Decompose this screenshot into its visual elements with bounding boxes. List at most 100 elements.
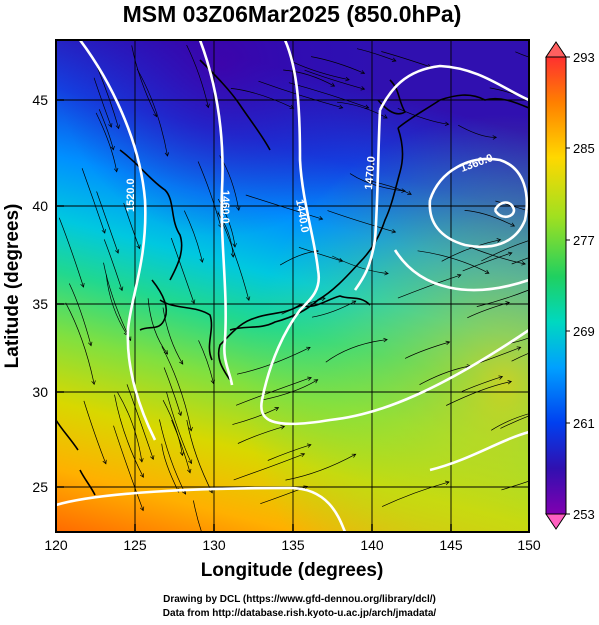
streamline-arrow [576,461,580,464]
streamline-arrow [345,76,350,82]
streamline-arrow [289,104,295,109]
streamline [461,376,503,392]
streamline-arrow [391,57,397,62]
streamline [267,444,312,461]
streamline-arrow [164,152,170,157]
streamline-arrow [300,452,306,458]
y-tick-labels: 25 30 35 40 45 [32,92,48,495]
y-tick-label: 40 [32,198,48,214]
streamline-arrow [139,458,144,463]
streamline [237,426,285,444]
streamline [81,168,106,234]
contour-label-1470: 1470.0 [363,156,378,191]
streamline [117,392,143,462]
streamline-arrow [182,490,187,495]
y-tick-label: 25 [32,479,48,495]
y-tick-label: 35 [32,296,48,312]
y-tick-label: 45 [32,92,48,108]
height-contours [56,40,529,532]
streamline-arrow [306,346,311,351]
streamline [161,346,192,431]
streamline-arrow [444,121,450,127]
streamline [298,246,343,262]
streamline-arrow [484,269,490,274]
streamline-arrow [330,82,336,87]
streamline-arrow [516,346,522,351]
streamline-arrow [496,238,502,243]
plot-area: 1520.0 1460.0 1440.0 1470.0 1360.0 [56,40,583,532]
streamline-arrow [445,480,450,485]
streamline-arrow [338,104,344,110]
streamline [163,367,182,416]
streamline [170,237,195,304]
streamline-arrow [456,273,462,279]
streamline [458,124,497,138]
streamline-arrow [232,243,237,248]
colorbar-tick: 293 [573,50,595,65]
streamline [500,415,529,429]
streamline-arrow [383,114,388,119]
streamline [327,210,396,233]
x-tick-label: 130 [202,537,226,553]
streamline-arrow [407,190,412,195]
coastlines [56,59,529,496]
streamline-arrow [118,286,124,292]
contour-1360 [428,157,529,249]
x-tick-label: 135 [281,537,305,553]
streamline [103,239,123,291]
streamline-arrow [492,135,498,140]
streamline-arrow [318,216,324,221]
streamline-arrow [280,425,286,430]
contour-south [56,430,529,532]
streamline-arrow [360,70,366,75]
streamline [491,413,529,431]
streamline [235,377,312,406]
streamline [356,48,397,62]
streamline-arrow [91,380,96,386]
streamline-arrow [179,451,185,457]
streamline [197,161,222,228]
streamline [311,56,365,74]
streamline [464,210,515,227]
streamline [233,453,305,481]
streamline [230,88,294,109]
streamline-arrow [579,397,583,401]
streamline [162,400,183,456]
x-tick-label: 140 [360,537,384,553]
streamline-arrow [136,244,141,250]
streamline-arrow [236,206,241,212]
streamline [193,500,202,532]
streamline-arrow [190,299,196,305]
streamline [325,339,388,363]
streamline [166,391,192,464]
streamline [419,365,471,386]
streamline-arrow [188,426,193,432]
streamline-arrow [101,229,106,234]
x-tick-label: 120 [44,537,68,553]
streamline [114,394,144,478]
streamline-arrow [187,468,192,474]
streamline-arrow [153,112,158,118]
y-tick-label: 30 [32,384,48,400]
contour-1360-inner [493,201,516,219]
colorbar-bottom-arrow [545,513,567,530]
streamline [186,44,209,108]
contour-1440 [260,40,529,426]
streamline [441,239,501,262]
streamline [162,307,184,365]
streamline-arrow [177,411,183,417]
streamline [332,255,389,274]
x-axis-title: Longitude (degrees) [201,560,384,581]
contour-1460 [198,40,234,386]
streamline [131,45,157,117]
streamline-arrow [351,453,357,458]
y-axis-title: Latitude (degrees) [2,204,23,369]
colorbar: 293 285 277 269 261 253 [545,41,595,530]
colorbar-gradient [545,56,567,515]
credit-drawing: Drawing by DCL (https://www.gfd-dennou.o… [163,594,436,605]
streamline-arrow [445,340,451,346]
streamline-arrow [188,459,193,465]
streamline-arrow [307,376,312,381]
streamline [304,69,365,90]
streamline [105,274,128,336]
